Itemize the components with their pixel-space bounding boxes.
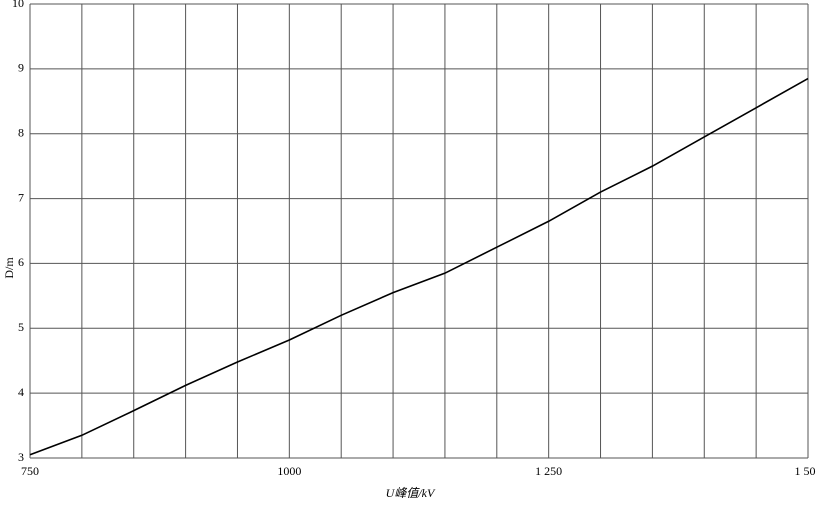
y-tick-label: 4 <box>18 385 24 399</box>
x-tick-label: 1 500 <box>795 464 816 478</box>
y-tick-label: 8 <box>18 125 24 139</box>
data-line <box>29 77 809 456</box>
x-axis-label: U峰值/kV <box>386 486 436 500</box>
y-tick-label: 9 <box>18 61 24 75</box>
y-axis-label: D/m <box>2 257 16 279</box>
x-tick-label: 750 <box>21 464 39 478</box>
x-tick-label: 1000 <box>277 464 301 478</box>
y-tick-label: 7 <box>18 190 24 204</box>
y-tick-label: 5 <box>18 320 24 334</box>
y-tick-label: 10 <box>12 0 24 10</box>
x-tick-label: 1 250 <box>535 464 562 478</box>
y-tick-label: 3 <box>18 450 24 464</box>
y-tick-label: 6 <box>18 255 24 269</box>
